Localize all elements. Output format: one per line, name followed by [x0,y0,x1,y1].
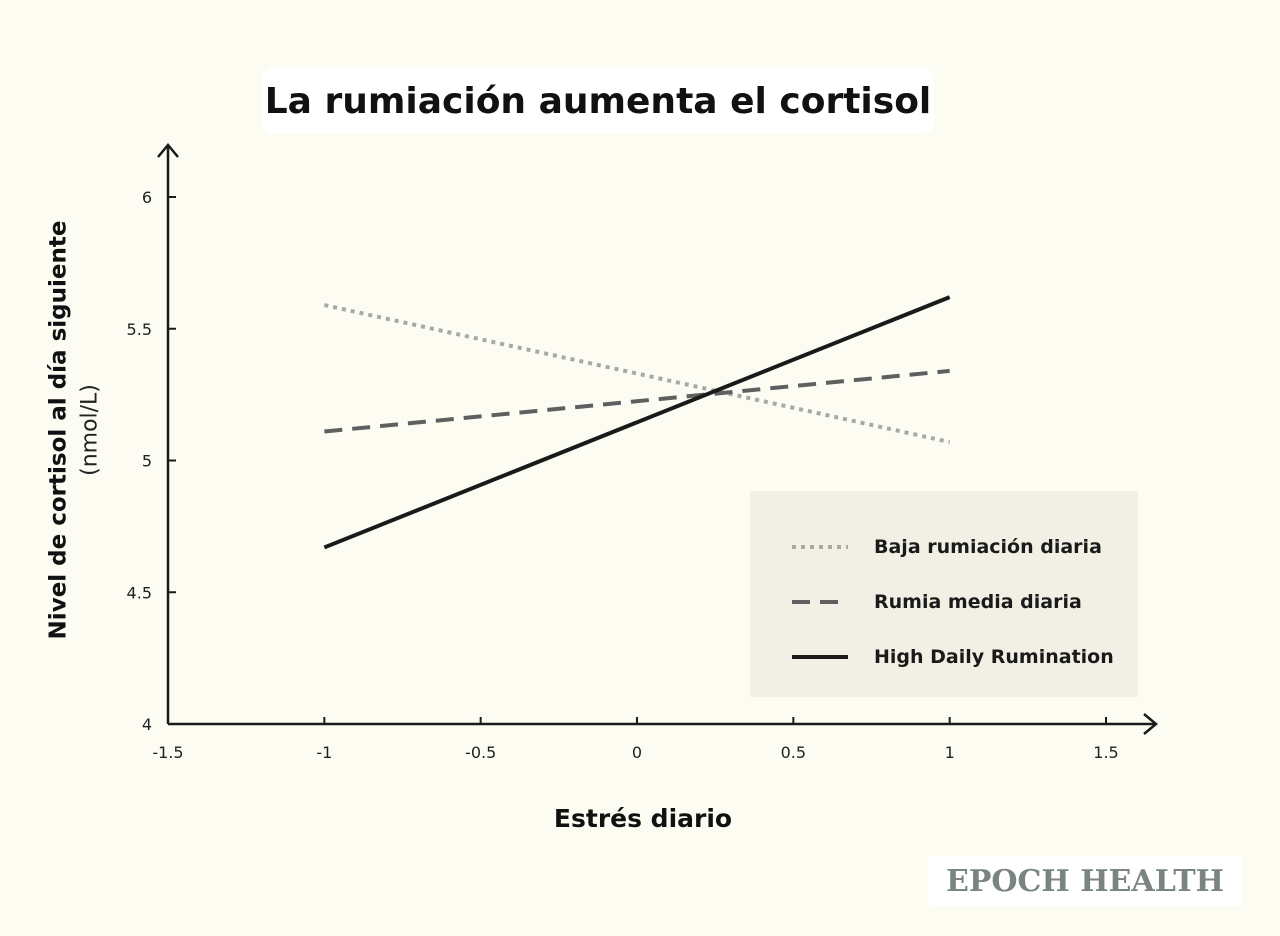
x-tick-label: 0.5 [781,743,806,762]
legend-label-low: Baja rumiación diaria [874,536,1102,558]
y-tick-label: 5.5 [127,320,152,339]
x-tick-label: -1 [316,743,332,762]
y-tick-label: 5 [142,452,152,471]
legend-swatch-high [792,655,848,659]
legend-swatch-low [792,545,848,549]
series-low-rumination [323,303,951,445]
x-tick-label: 0 [632,743,642,762]
legend-swatch-medium [792,600,848,604]
x-axis-label: Estrés diario [553,804,733,833]
y-tick-label: 4 [142,715,152,734]
legend-item-low: Baja rumiación diaria [792,535,1102,559]
chart-title-box: La rumiación aumenta el cortisol [262,68,934,134]
axes [157,143,1158,735]
y-tick-label: 4.5 [127,583,152,602]
ticks: -1.5 -1 -0.5 0 0.5 1 1.5 4 4.5 5 5.5 6 [127,188,1119,762]
x-axis-arrow [1143,713,1158,735]
legend-item-high: High Daily Rumination [792,645,1114,669]
x-tick-label: 1.5 [1093,743,1118,762]
legend-label-medium: Rumia media diaria [874,591,1082,613]
brand-logo: EPOCH HEALTH [945,863,1225,899]
x-tick-label: 1 [945,743,955,762]
brand-logo-box: EPOCH HEALTH [928,856,1242,906]
legend: Baja rumiación diaria Rumia media diaria… [750,491,1138,697]
series-high-rumination [323,295,951,550]
y-tick-label: 6 [142,188,152,207]
series-medium-rumination [324,368,950,434]
series-lines [323,295,951,550]
x-tick-label: -0.5 [465,743,496,762]
x-tick-label: -1.5 [152,743,183,762]
legend-label-high: High Daily Rumination [874,646,1114,668]
legend-item-medium: Rumia media diaria [792,590,1082,614]
chart-title: La rumiación aumenta el cortisol [264,80,932,122]
y-axis-arrow [157,143,179,158]
